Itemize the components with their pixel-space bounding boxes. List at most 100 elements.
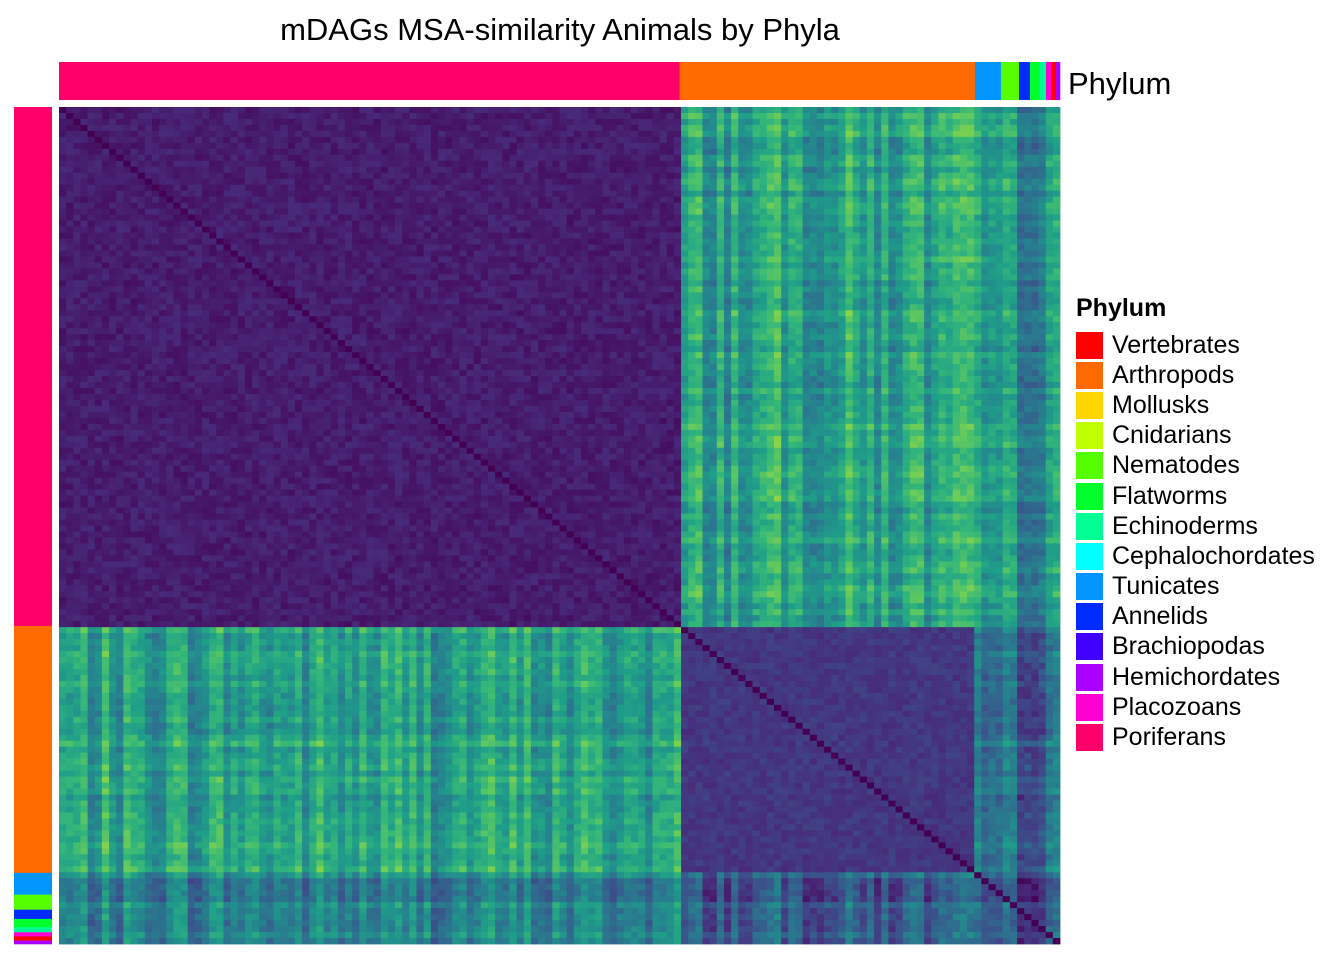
heatmap-cell	[359, 292, 367, 299]
heatmap-cell	[709, 166, 718, 174]
heatmap-cell	[759, 262, 768, 269]
heatmap-cell	[151, 148, 160, 156]
heatmap-cell	[302, 178, 310, 186]
heatmap-cell	[824, 107, 832, 114]
heatmap-cell	[709, 262, 718, 269]
heatmap-cell	[552, 226, 560, 233]
heatmap-cell	[66, 112, 74, 120]
heatmap-cell	[430, 262, 439, 269]
heatmap-cell	[94, 316, 103, 323]
heatmap-cell	[895, 208, 904, 216]
heatmap-cell	[180, 112, 189, 120]
heatmap-cell	[116, 166, 124, 174]
heatmap-cell	[309, 184, 317, 192]
heatmap-cell	[409, 232, 417, 239]
heatmap-cell	[266, 310, 274, 317]
heatmap-cell	[638, 274, 646, 281]
heatmap-cell	[416, 124, 425, 132]
heatmap-cell	[745, 154, 753, 162]
heatmap-cell	[766, 196, 775, 204]
heatmap-cell	[87, 214, 96, 221]
heatmap-cell	[330, 136, 339, 144]
heatmap-cell	[573, 274, 582, 281]
heatmap-cell	[595, 280, 603, 287]
heatmap-cell	[316, 178, 324, 186]
heatmap-cell	[445, 118, 453, 126]
heatmap-cell	[473, 262, 482, 269]
heatmap-cell	[523, 232, 532, 239]
heatmap-cell	[488, 172, 496, 180]
heatmap-cell	[538, 232, 546, 239]
heatmap-cell	[559, 244, 568, 251]
heatmap-cell	[309, 124, 317, 132]
heatmap-cell	[931, 130, 939, 138]
heatmap-cell	[616, 226, 625, 233]
heatmap-cell	[352, 136, 360, 144]
heatmap-cell	[695, 280, 703, 287]
heatmap-cell	[967, 107, 975, 114]
heatmap-cell	[337, 220, 346, 227]
heatmap-cell	[287, 256, 296, 263]
heatmap-cell	[981, 214, 989, 221]
heatmap-cell	[988, 208, 997, 216]
heatmap-cell	[888, 256, 896, 263]
heatmap-cell	[702, 154, 711, 162]
heatmap-cell	[1038, 250, 1047, 257]
heatmap-cell	[530, 107, 539, 114]
left-annotation-flatworms	[14, 918, 52, 928]
heatmap-cell	[316, 124, 324, 132]
heatmap-cell	[402, 208, 410, 216]
heatmap-cell	[316, 107, 324, 114]
heatmap-cell	[502, 136, 510, 144]
heatmap-cell	[917, 172, 925, 180]
heatmap-cell	[366, 166, 374, 174]
heatmap-cell	[159, 256, 167, 263]
heatmap-cell	[287, 130, 296, 138]
heatmap-cell	[387, 154, 396, 162]
heatmap-cell	[352, 118, 360, 126]
heatmap-cell	[745, 250, 753, 257]
heatmap-cell	[323, 172, 332, 180]
heatmap-cell	[702, 130, 711, 138]
heatmap-cell	[852, 130, 861, 138]
heatmap-cell	[595, 214, 603, 221]
heatmap-cell	[909, 107, 918, 114]
heatmap-cell	[702, 178, 711, 186]
heatmap-cell	[580, 316, 589, 323]
heatmap-cell	[359, 238, 367, 245]
heatmap-cell	[795, 196, 803, 204]
heatmap-cell	[166, 178, 174, 186]
heatmap-cell	[73, 292, 81, 299]
heatmap-cell	[995, 220, 1004, 227]
heatmap-cell	[137, 154, 146, 162]
heatmap-cell	[459, 196, 467, 204]
heatmap-cell	[1009, 136, 1018, 144]
heatmap-cell	[616, 268, 625, 275]
heatmap-cell	[194, 256, 203, 263]
heatmap-cell	[1024, 256, 1032, 263]
heatmap-cell	[223, 262, 231, 269]
heatmap-cell	[202, 286, 210, 293]
heatmap-cell	[759, 238, 768, 245]
heatmap-cell	[73, 196, 81, 204]
heatmap-cell	[73, 256, 81, 263]
heatmap-cell	[580, 160, 589, 168]
heatmap-cell	[702, 112, 711, 120]
heatmap-cell	[316, 148, 324, 156]
heatmap-cell	[395, 244, 403, 251]
heatmap-cell	[137, 196, 146, 204]
heatmap-cell	[223, 124, 231, 132]
heatmap-cell	[230, 208, 239, 216]
heatmap-cell	[695, 136, 703, 144]
heatmap-cell	[981, 196, 989, 204]
heatmap-cell	[709, 112, 718, 120]
heatmap-cell	[995, 118, 1004, 126]
heatmap-cell	[309, 220, 317, 227]
heatmap-cell	[59, 304, 67, 311]
heatmap-cell	[330, 142, 339, 150]
heatmap-cell	[380, 124, 389, 132]
heatmap-cell	[681, 268, 689, 275]
heatmap-cell	[766, 112, 775, 120]
heatmap-cell	[323, 256, 332, 263]
heatmap-cell	[766, 166, 775, 174]
